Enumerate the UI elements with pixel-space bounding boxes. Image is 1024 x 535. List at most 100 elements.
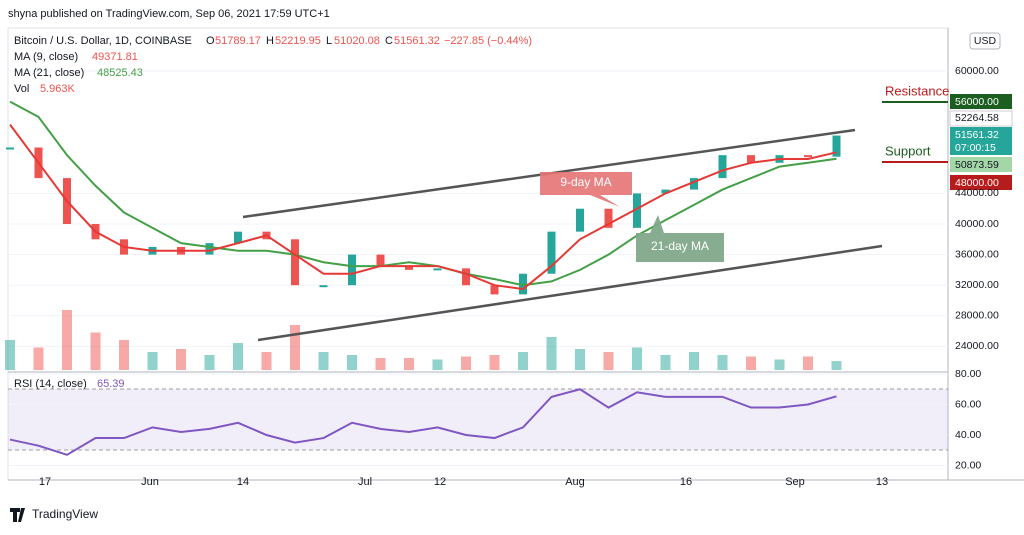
- rsi-tick-label: 60.00: [955, 398, 981, 410]
- last-badge: [950, 127, 1012, 155]
- price-tick-label: 60000.00: [955, 65, 999, 77]
- rsi-tick-label: 40.00: [955, 429, 981, 441]
- time-label: 13: [876, 476, 888, 488]
- volume-bar: [119, 340, 129, 370]
- candle: [405, 266, 413, 270]
- legend: Bitcoin / U.S. Dollar, 1D, COINBASE O 51…: [14, 35, 532, 390]
- logo: [10, 508, 25, 522]
- currency-button[interactable]: [969, 32, 1001, 50]
- ma-price: 50873.59: [955, 159, 999, 171]
- time-label: 12: [434, 476, 446, 488]
- ma9-name: MA (9, close): [14, 51, 78, 63]
- symbol: Bitcoin / U.S. Dollar, 1D, COINBASE: [14, 35, 192, 47]
- volume-bar: [62, 310, 72, 370]
- price-tick-label: 28000.00: [955, 310, 999, 322]
- volume-bar: [546, 337, 557, 370]
- candle: [519, 273, 527, 295]
- time-label: 14: [237, 476, 249, 488]
- volume-bar: [461, 356, 471, 370]
- currency[interactable]: USD: [974, 35, 997, 47]
- time-label: Jun: [141, 476, 159, 488]
- volume-bar: [90, 332, 101, 370]
- last-price: 51561.32: [955, 129, 999, 141]
- volume-bar: [603, 352, 614, 370]
- volume-bar: [147, 352, 158, 370]
- volume-bar: [432, 359, 443, 370]
- channel-lower: [257, 244, 883, 342]
- volume-bar: [632, 347, 642, 370]
- price-tick-label: 44000.00: [955, 187, 999, 199]
- vol-name: Vol: [14, 83, 29, 95]
- candle: [747, 155, 755, 163]
- candle: [832, 135, 841, 157]
- publisher: shyna published on TradingView.com, Sep …: [8, 8, 330, 20]
- candle: [547, 231, 556, 274]
- ma21-callout: [636, 215, 724, 262]
- ma-badge: [950, 157, 1012, 172]
- high-label: H: [266, 35, 274, 47]
- open-label: O: [206, 35, 215, 47]
- ma21-annotation: 21-day MA: [651, 239, 709, 253]
- rsi-name: RSI (14, close): [14, 378, 87, 390]
- volume-bar: [803, 356, 813, 370]
- volume-bar: [5, 340, 15, 370]
- volume-bar: [717, 355, 728, 370]
- volume-bar: [489, 355, 500, 370]
- candle: [576, 208, 584, 232]
- candle: [319, 285, 328, 288]
- low-label: L: [326, 35, 332, 47]
- price-tick-label: 40000.00: [955, 218, 999, 230]
- candle: [376, 254, 385, 267]
- vol-value: 5.963K: [40, 83, 76, 95]
- volume-bar: [33, 347, 44, 370]
- price-tick-label: 36000.00: [955, 248, 999, 260]
- volume-bar: [746, 356, 756, 370]
- candle: [6, 147, 14, 150]
- candle: [462, 268, 470, 286]
- volume-bar: [831, 361, 842, 370]
- time-label: Aug: [565, 476, 585, 488]
- candle: [633, 193, 641, 228]
- candle: [604, 208, 613, 228]
- rsi-value: 65.39: [97, 378, 125, 390]
- support-label: Support: [885, 143, 931, 158]
- support-badge: [950, 175, 1012, 190]
- ma21-line: [9, 100, 837, 287]
- ma9-annotation: 9-day MA: [560, 175, 611, 189]
- time-label: 17: [39, 476, 51, 488]
- volume-bar: [176, 349, 186, 370]
- price-tick-label: 32000.00: [955, 279, 999, 291]
- candle: [205, 243, 214, 255]
- time-label: 16: [680, 476, 692, 488]
- volume-bar: [518, 352, 528, 370]
- close: 51561.32: [394, 35, 440, 47]
- footer-brand: TradingView: [32, 507, 98, 521]
- ma9-callout: [540, 172, 632, 207]
- candle: [490, 285, 499, 295]
- ma9-value: 49371.81: [92, 51, 138, 63]
- volume-bar: [347, 355, 357, 370]
- candle: [291, 239, 299, 286]
- candle: [661, 189, 670, 194]
- ma21-value: 48525.43: [97, 67, 143, 79]
- open: 51789.17: [215, 35, 261, 47]
- low: 51020.08: [334, 35, 380, 47]
- high: 52219.95: [275, 35, 321, 47]
- high-price: 52264.58: [955, 112, 999, 124]
- volume-bar: [204, 355, 215, 370]
- candle: [433, 268, 442, 271]
- volume-bar: [318, 352, 329, 370]
- volume-bar: [660, 355, 671, 370]
- rsi-tick-label: 20.00: [955, 459, 981, 471]
- candle: [718, 155, 727, 179]
- time-label: Sep: [785, 476, 805, 488]
- candle: [690, 178, 698, 190]
- volume-bar: [575, 349, 585, 370]
- price-tick-label: 24000.00: [955, 340, 999, 352]
- time-axis: 17 Jun 14 Jul 12 Aug 16 Sep 13: [39, 476, 888, 488]
- volume-bar: [689, 352, 699, 370]
- countdown: 07:00:15: [955, 142, 996, 154]
- rsi-tick-label: 80.00: [955, 368, 981, 380]
- volume-bar: [261, 352, 272, 370]
- candle: [804, 155, 812, 158]
